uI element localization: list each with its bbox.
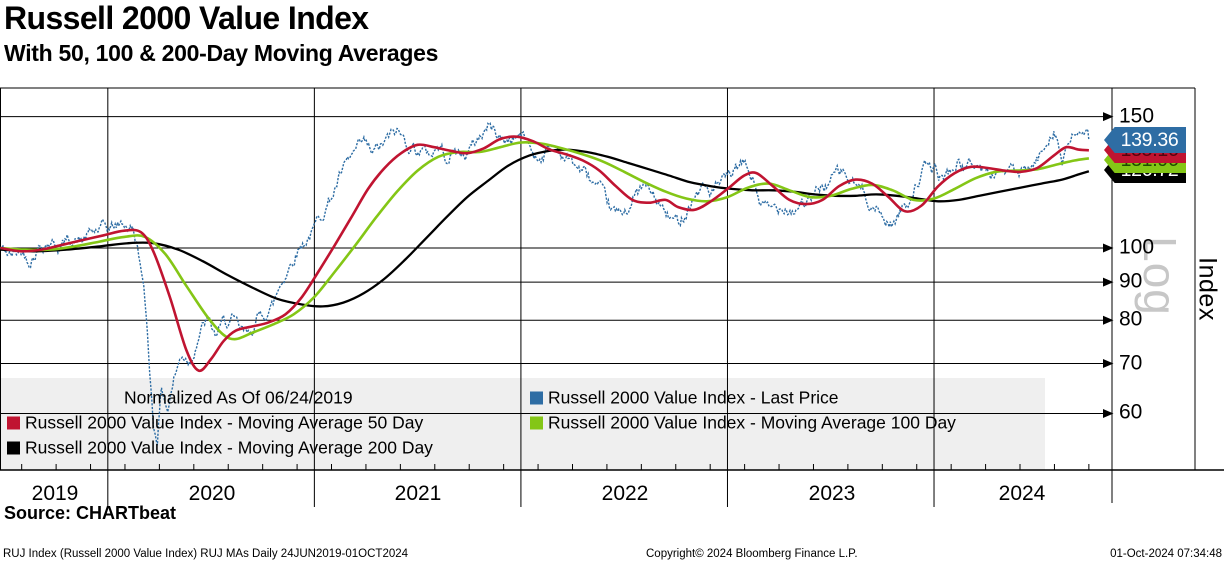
footer-security-info: RUJ Index (Russell 2000 Value Index) RUJ…	[3, 548, 409, 560]
page-title: Russell 2000 Value Index	[4, 0, 369, 36]
x-axis-tick-2020: 2020	[188, 482, 236, 505]
legend-note-text: Normalized As Of 06/24/2019	[124, 387, 353, 408]
ma-line-50-day	[0, 135, 1089, 373]
legend-item-ma100: Russell 2000 Value Index - Moving Averag…	[530, 413, 956, 434]
x-axis-tick-2022: 2022	[601, 482, 649, 505]
y-axis-title: Index	[1193, 257, 1222, 321]
ma50-swatch-icon	[7, 416, 20, 430]
y-axis-tick-label: 150	[1119, 104, 1155, 128]
ma200-swatch-icon	[7, 441, 20, 455]
legend-item-ma50: Russell 2000 Value Index - Moving Averag…	[7, 413, 423, 434]
legend-background	[0, 378, 1045, 470]
y-axis-tick-label: 100	[1119, 235, 1155, 259]
legend-item-label: Russell 2000 Value Index - Moving Averag…	[548, 412, 956, 433]
last-price-swatch-icon	[530, 391, 543, 405]
y-tick-arrow-icon	[1103, 277, 1114, 287]
footer-copyright: Copyright© 2024 Bloomberg Finance L.P.	[646, 548, 858, 560]
y-tick-arrow-icon	[1103, 315, 1114, 325]
x-axis-tick-2023: 2023	[808, 482, 856, 505]
y-axis-tick-label: 70	[1119, 351, 1143, 375]
source-line: Source: CHARTbeat	[4, 503, 177, 523]
x-axis-tick-2024: 2024	[998, 482, 1046, 505]
ma-line-100-day	[0, 140, 1090, 341]
y-axis-tick-label: 60	[1119, 401, 1143, 425]
legend-item-ma200: Russell 2000 Value Index - Moving Averag…	[7, 438, 433, 459]
x-axis-tick-2021: 2021	[394, 482, 442, 505]
y-axis-tick-label: 80	[1119, 307, 1143, 331]
legend-normalized-note: Normalized As Of 06/24/2019	[124, 388, 353, 409]
price-tag-last: 139.36	[1104, 127, 1186, 153]
last-price-line	[0, 121, 1090, 446]
legend-item-label: Russell 2000 Value Index - Moving Averag…	[25, 437, 433, 458]
legend-item-label: Russell 2000 Value Index - Moving Averag…	[25, 412, 424, 433]
y-tick-arrow-icon	[1103, 359, 1114, 369]
legend-item-label: Russell 2000 Value Index - Last Price	[548, 387, 839, 408]
y-tick-arrow-icon	[1103, 243, 1114, 253]
page-subtitle: With 50, 100 & 200-Day Moving Averages	[4, 40, 439, 66]
y-tick-arrow-icon	[1103, 408, 1114, 418]
footer-timestamp: 01-Oct-2024 07:34:48	[1110, 548, 1222, 560]
ma-line-200-day	[0, 148, 1090, 308]
y-tick-arrow-icon	[1103, 112, 1114, 122]
legend-item-last-price: Russell 2000 Value Index - Last Price	[530, 388, 839, 409]
x-axis-tick-2019: 2019	[31, 482, 79, 505]
y-axis-tick-label: 90	[1119, 269, 1143, 293]
ma100-swatch-icon	[530, 416, 543, 430]
